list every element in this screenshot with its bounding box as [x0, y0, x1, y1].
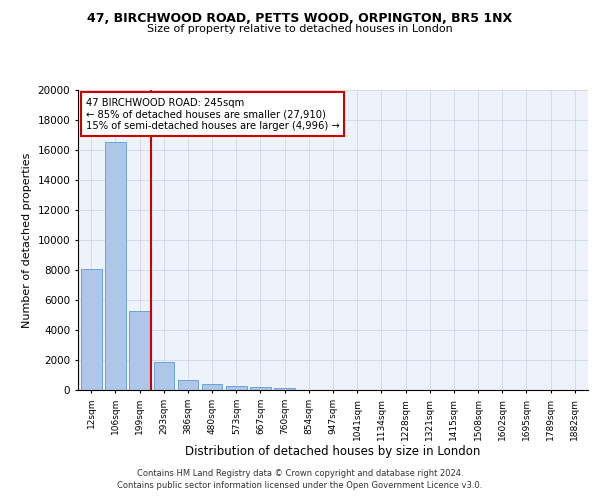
Text: Contains public sector information licensed under the Open Government Licence v3: Contains public sector information licen… — [118, 481, 482, 490]
Bar — [226, 386, 247, 390]
Text: Contains HM Land Registry data © Crown copyright and database right 2024.: Contains HM Land Registry data © Crown c… — [137, 468, 463, 477]
Bar — [81, 268, 101, 390]
Text: Size of property relative to detached houses in London: Size of property relative to detached ho… — [147, 24, 453, 34]
Bar — [250, 387, 271, 390]
Bar — [178, 380, 198, 390]
Bar — [154, 362, 174, 390]
X-axis label: Distribution of detached houses by size in London: Distribution of detached houses by size … — [185, 446, 481, 458]
Bar — [274, 388, 295, 390]
Bar — [130, 310, 150, 390]
Bar — [105, 142, 126, 390]
Bar — [202, 384, 223, 390]
Y-axis label: Number of detached properties: Number of detached properties — [22, 152, 32, 328]
Text: 47, BIRCHWOOD ROAD, PETTS WOOD, ORPINGTON, BR5 1NX: 47, BIRCHWOOD ROAD, PETTS WOOD, ORPINGTO… — [88, 12, 512, 26]
Text: 47 BIRCHWOOD ROAD: 245sqm
← 85% of detached houses are smaller (27,910)
15% of s: 47 BIRCHWOOD ROAD: 245sqm ← 85% of detac… — [86, 98, 340, 130]
